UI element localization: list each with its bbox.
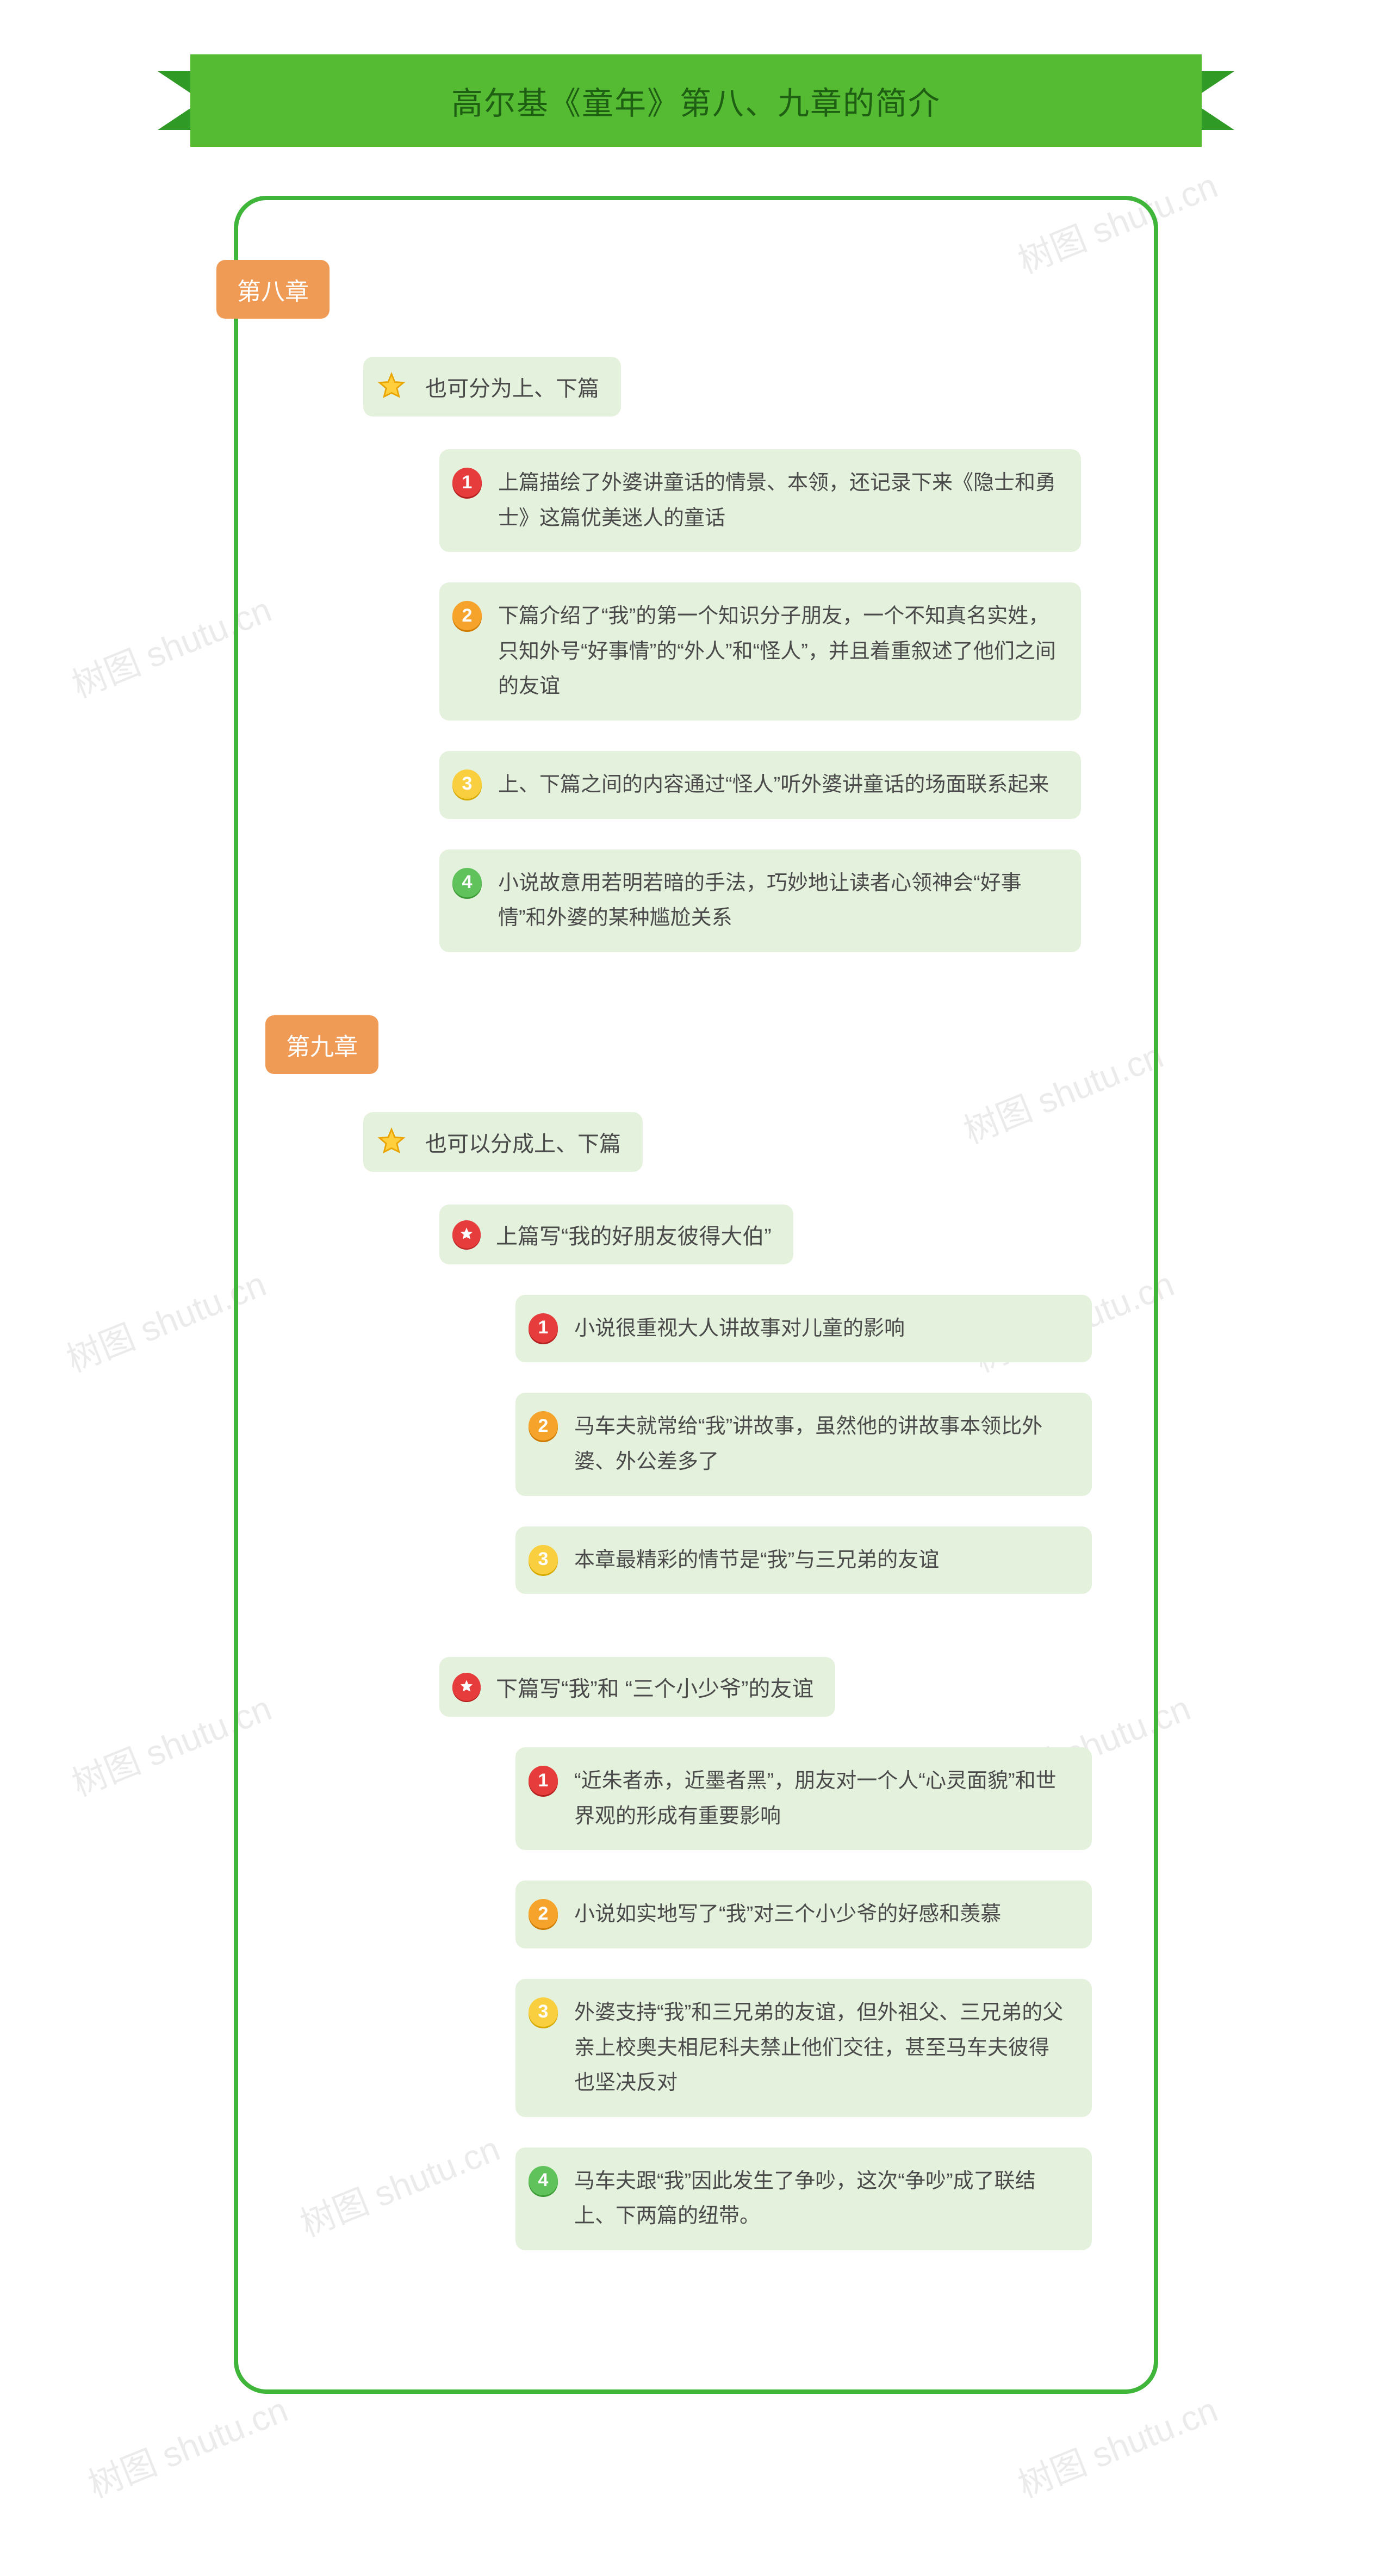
- chapter-8-label: 第八章: [216, 260, 330, 319]
- list-item-text: “近朱者赤，近墨者黑”，朋友对一个人“心灵面貌”和世界观的形成有重要影响: [574, 1764, 1068, 1834]
- number-badge: 2: [529, 1411, 558, 1441]
- list-item: 1 小说很重视大人讲故事对儿童的影响: [515, 1295, 1092, 1363]
- number-badge: 1: [529, 1313, 558, 1343]
- star-icon: [452, 1673, 481, 1701]
- number-badge: 3: [529, 1545, 558, 1574]
- list-item: 2 小说如实地写了“我”对三个小少爷的好感和羡慕: [515, 1880, 1092, 1948]
- list-item: 2 马车夫就常给“我”讲故事，虽然他的讲故事本领比外婆、外公差多了: [515, 1393, 1092, 1495]
- number-badge: 1: [529, 1766, 558, 1795]
- number-badge: 3: [529, 1997, 558, 2027]
- section-heading-text: 下篇写“我”和 “三个小少爷”的友谊: [496, 1671, 813, 1703]
- chapter-8-intro: 也可分为上、下篇: [363, 357, 621, 417]
- number-badge: 2: [529, 1899, 558, 1928]
- list-item-text: 上、下篇之间的内容通过“怪人”听外婆讲童话的场面联系起来: [498, 767, 1057, 803]
- number-badge: 2: [452, 601, 482, 630]
- section-heading: 下篇写“我”和 “三个小少爷”的友谊: [439, 1657, 835, 1717]
- list-item-text: 本章最精彩的情节是“我”与三兄弟的友谊: [574, 1543, 1068, 1578]
- list-item: 4 马车夫跟“我”因此发生了争吵，这次“争吵”成了联结上、下两篇的纽带。: [515, 2147, 1092, 2250]
- list-item-text: 马车夫就常给“我”讲故事，虽然他的讲故事本领比外婆、外公差多了: [574, 1409, 1068, 1479]
- watermark: 树图 shutu.cn: [1010, 2382, 1224, 2508]
- number-badge: 4: [452, 868, 482, 897]
- star-icon: [452, 1220, 481, 1249]
- list-item-text: 小说如实地写了“我”对三个小少爷的好感和羡慕: [574, 1897, 1068, 1932]
- list-item: 1 上篇描绘了外婆讲童话的情景、本领，还记录下来《隐士和勇士》这篇优美迷人的童话: [439, 449, 1081, 552]
- star-icon: [376, 371, 407, 402]
- title-ribbon: 高尔基《童年》第八、九章的简介: [190, 54, 1202, 147]
- content-frame: 第八章 也可分为上、下篇 1 上篇描绘了外婆讲童话的情景、本领，还记录下来《隐士…: [234, 196, 1158, 2394]
- list-item-text: 小说很重视大人讲故事对儿童的影响: [574, 1311, 1068, 1346]
- list-item-text: 外婆支持“我”和三兄弟的友谊，但外祖父、三兄弟的父亲上校奥夫相尼科夫禁止他们交往…: [574, 1995, 1068, 2101]
- chapter-8-intro-text: 也可分为上、下篇: [425, 371, 599, 402]
- list-item: 3 上、下篇之间的内容通过“怪人”听外婆讲童话的场面联系起来: [439, 751, 1081, 819]
- chapter-9-intro-text: 也可以分成上、下篇: [425, 1126, 621, 1158]
- watermark: 树图 shutu.cn: [80, 2382, 294, 2508]
- list-item-text: 马车夫跟“我”因此发生了争吵，这次“争吵”成了联结上、下两篇的纽带。: [574, 2164, 1068, 2234]
- number-badge: 1: [452, 468, 482, 497]
- title-text: 高尔基《童年》第八、九章的简介: [190, 54, 1202, 147]
- section-heading: 上篇写“我的好朋友彼得大伯”: [439, 1205, 793, 1264]
- number-badge: 3: [452, 769, 482, 799]
- chapter-9-label: 第九章: [265, 1015, 378, 1074]
- list-item: 4 小说故意用若明若暗的手法，巧妙地让读者心领神会“好事情”和外婆的某种尴尬关系: [439, 849, 1081, 952]
- list-item-text: 下篇介绍了“我”的第一个知识分子朋友，一个不知真名实姓，只知外号“好事情”的“外…: [498, 599, 1057, 704]
- star-icon: [376, 1127, 407, 1157]
- section-heading-text: 上篇写“我的好朋友彼得大伯”: [496, 1219, 772, 1250]
- list-item: 1 “近朱者赤，近墨者黑”，朋友对一个人“心灵面貌”和世界观的形成有重要影响: [515, 1747, 1092, 1850]
- chapter-9-intro: 也可以分成上、下篇: [363, 1112, 643, 1172]
- list-item: 3 本章最精彩的情节是“我”与三兄弟的友谊: [515, 1526, 1092, 1594]
- number-badge: 4: [529, 2166, 558, 2195]
- list-item-text: 小说故意用若明若暗的手法，巧妙地让读者心领神会“好事情”和外婆的某种尴尬关系: [498, 866, 1057, 936]
- page-root: 树图 shutu.cn树图 shutu.cn树图 shutu.cn树图 shut…: [0, 0, 1392, 2459]
- list-item-text: 上篇描绘了外婆讲童话的情景、本领，还记录下来《隐士和勇士》这篇优美迷人的童话: [498, 465, 1057, 536]
- list-item: 3 外婆支持“我”和三兄弟的友谊，但外祖父、三兄弟的父亲上校奥夫相尼科夫禁止他们…: [515, 1979, 1092, 2117]
- list-item: 2 下篇介绍了“我”的第一个知识分子朋友，一个不知真名实姓，只知外号“好事情”的…: [439, 582, 1081, 721]
